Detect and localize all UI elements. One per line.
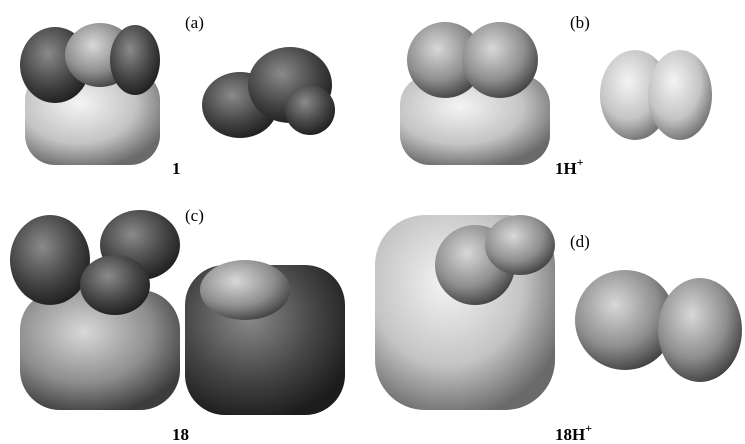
molecule-surface <box>185 260 345 415</box>
panel-label: (b) <box>570 13 590 32</box>
compound-label: 18H+ <box>555 421 592 444</box>
molecule-surface <box>10 210 180 410</box>
figure: (a) (b) (c) (d) 1 1H+ 18 18H+ <box>0 0 745 444</box>
molecule-surface <box>400 22 550 165</box>
compound-base: 18H <box>555 425 585 444</box>
molecule-surface <box>575 270 742 382</box>
panel-label: (c) <box>185 206 204 225</box>
molecule-surface <box>600 50 712 140</box>
panel-label: (a) <box>185 13 204 32</box>
compound-label: 1 <box>172 159 181 178</box>
compound-base: 1H <box>555 159 577 178</box>
compound-charge: + <box>585 421 592 435</box>
compound-charge: + <box>577 155 584 169</box>
molecule-surface <box>20 23 160 165</box>
molecule-surface <box>202 47 335 138</box>
compound-label: 1H+ <box>555 155 584 178</box>
compound-label: 18 <box>172 425 189 444</box>
molecule-surface <box>375 215 555 410</box>
panel-label: (d) <box>570 232 590 251</box>
